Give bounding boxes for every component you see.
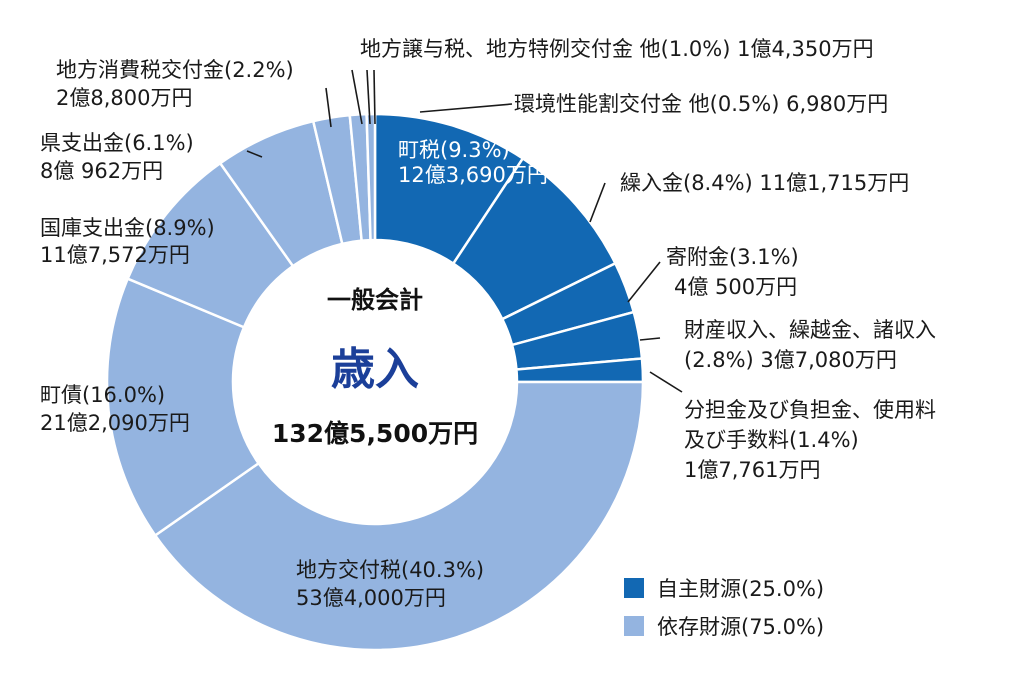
slice-labels: 町税(9.3%)12億3,690万円 繰入金(8.4%) 11億1,715万円寄附…: [40, 37, 936, 610]
label-7-amount: 11億7,572万円: [40, 243, 190, 267]
label-4-name: 分担金及び負担金、使用料: [684, 398, 936, 422]
legend-swatch-dep: [624, 616, 644, 636]
label-3-amount: (2.8%) 3億7,080万円: [684, 348, 897, 372]
label-9-name: 地方消費税交付金(2.2%): [56, 58, 294, 82]
leader-lines: [246, 69, 683, 393]
label-1: 繰入金(8.4%) 11億1,715万円: [620, 171, 909, 195]
legend: 自主財源(25.0%) 依存財源(75.0%): [624, 577, 824, 639]
leader-line-7: [351, 69, 363, 125]
legend-label-own: 自主財源(25.0%): [657, 577, 824, 601]
label-11: 環境性能割交付金 他(0.5%) 6,980万円: [514, 92, 888, 116]
label-8-name: 県支出金(6.1%): [40, 131, 194, 155]
leader-line-1: [589, 182, 606, 223]
label-8-amount: 8億 962万円: [40, 159, 163, 183]
label-2-name: 寄附金(3.1%): [666, 245, 799, 269]
label-7-name: 国庫支出金(8.9%): [40, 216, 215, 240]
label-6-amount: 21億2,090万円: [40, 411, 190, 435]
slice-6: [105, 277, 261, 538]
label-5-amount: 53億4,000万円: [296, 586, 446, 610]
leader-line-5: [246, 150, 263, 158]
leader-line-6: [325, 87, 332, 128]
leader-line-3: [639, 337, 661, 341]
leader-line-0: [419, 103, 513, 113]
label-6-name: 町債(16.0%): [40, 383, 165, 407]
label-0-amount: 12億3,690万円: [398, 163, 548, 187]
leader-line-4: [649, 371, 683, 393]
center-main-label: 歳入: [331, 344, 419, 395]
label-4-amount: 1億7,761万円: [684, 458, 820, 482]
center-total: 132億5,500万円: [272, 419, 478, 448]
label-3-name: 財産収入、繰越金、諸収入: [684, 318, 936, 342]
leader-line-9: [373, 69, 376, 125]
label-0-name: 町税(9.3%): [398, 138, 510, 162]
slice-5: [153, 380, 645, 652]
label-2-amount: 4億 500万円: [674, 275, 797, 299]
pie-slices: [105, 112, 645, 652]
leader-line-8: [366, 69, 371, 125]
center-title: 一般会計: [327, 286, 423, 314]
label-10: 地方譲与税、地方特例交付金 他(1.0%) 1億4,350万円: [360, 37, 874, 61]
legend-label-dep: 依存財源(75.0%): [657, 615, 824, 639]
label-4-percent: 及び手数料(1.4%): [684, 428, 859, 452]
leader-line-2: [627, 261, 661, 303]
label-9-amount: 2億8,800万円: [56, 86, 192, 110]
label-5-name: 地方交付税(40.3%): [296, 558, 484, 582]
legend-swatch-own: [624, 578, 644, 598]
